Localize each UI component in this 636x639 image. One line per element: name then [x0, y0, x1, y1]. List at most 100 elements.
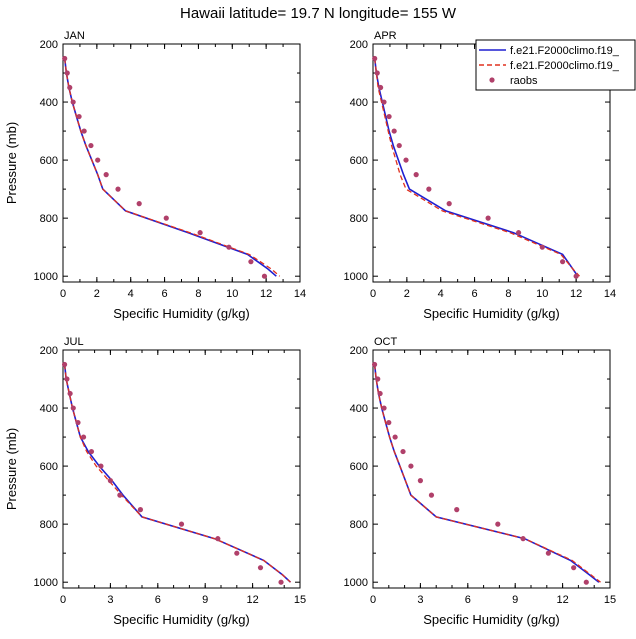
- y-tick-label: 1000: [344, 271, 368, 283]
- legend-label: f.e21.F2000climo.f19_: [510, 45, 620, 57]
- figure-title: Hawaii latitude= 19.7 N longitude= 155 W: [180, 5, 457, 22]
- y-tick-label: 600: [350, 461, 368, 473]
- raob-point: [80, 434, 87, 440]
- plot-frame: [62, 349, 301, 589]
- raob-point: [178, 521, 185, 527]
- legend-label: raobs: [510, 75, 538, 87]
- raob-point: [88, 448, 95, 455]
- raob-point: [61, 361, 68, 368]
- x-tick-label: 3: [107, 594, 113, 606]
- raob-point: [67, 84, 73, 91]
- raob-point: [454, 507, 460, 513]
- raob-point: [163, 215, 169, 221]
- x-tick-label: 14: [294, 288, 306, 300]
- raob-point: [372, 55, 378, 62]
- raob-point: [571, 565, 577, 571]
- model-line-dashed: [373, 364, 601, 583]
- x-tick-label: 0: [370, 288, 376, 300]
- raob-point: [378, 84, 384, 91]
- raob-point: [95, 157, 101, 163]
- y-tick-label: 1000: [34, 271, 58, 283]
- legend-label: f.e21.F2000climo.f19_: [510, 60, 620, 72]
- raob-point: [545, 550, 551, 556]
- panel-label: JAN: [64, 30, 85, 42]
- x-tick-label: 6: [472, 288, 478, 300]
- panel-jan: JAN 0 2 4 6 8 10 12 14 200 400 600 800 1000 Specific H…: [4, 30, 306, 321]
- raob-point: [446, 201, 452, 207]
- raob-point: [137, 507, 144, 513]
- raob-point: [386, 419, 392, 426]
- y-axis-title: Pressure (mb): [4, 122, 19, 204]
- raob-point: [75, 419, 81, 426]
- x-tick-label: 10: [536, 288, 548, 300]
- raob-point: [515, 230, 522, 236]
- raob-point: [428, 492, 435, 498]
- raob-point: [583, 579, 589, 585]
- x-tick-label: 0: [60, 288, 66, 300]
- y-tick-label: 600: [350, 155, 368, 167]
- x-axis-title: Specific Humidity (g/kg): [423, 612, 560, 627]
- x-tick-label: 12: [246, 594, 258, 606]
- raob-point: [386, 113, 392, 120]
- legend-marker-raobs: [489, 77, 495, 83]
- x-tick-label: 8: [195, 288, 201, 300]
- x-axis-title: Specific Humidity (g/kg): [113, 306, 250, 321]
- y-tick-label: 600: [40, 461, 58, 473]
- y-tick-label: 200: [350, 39, 368, 51]
- x-tick-label: 12: [570, 288, 582, 300]
- y-tick-label: 800: [350, 213, 368, 225]
- plot-frame: [372, 349, 611, 589]
- x-tick-label: 6: [465, 594, 471, 606]
- raob-point: [391, 128, 397, 134]
- raob-point: [417, 478, 423, 484]
- x-tick-label: 9: [202, 594, 208, 606]
- raob-point: [257, 565, 264, 571]
- y-tick-label: 200: [350, 345, 368, 357]
- model-line-dashed: [64, 58, 281, 277]
- plot-frame: [62, 43, 301, 283]
- raob-point: [70, 99, 76, 105]
- raob-point: [76, 113, 82, 120]
- x-axis-title: Specific Humidity (g/kg): [113, 612, 250, 627]
- panel-oct: OCT 0 3 6 9 12 15 200 400 600 800 1000 Specific Humi…: [344, 336, 617, 627]
- raob-point: [495, 521, 501, 527]
- model-line-dashed: [374, 58, 580, 277]
- raob-point: [261, 273, 268, 279]
- raob-point: [560, 259, 566, 265]
- panel-label: JUL: [64, 336, 84, 348]
- x-tick-label: 15: [604, 594, 616, 606]
- y-tick-label: 800: [350, 519, 368, 531]
- raob-point: [81, 128, 87, 134]
- x-tick-label: 8: [505, 288, 511, 300]
- x-tick-label: 2: [94, 288, 100, 300]
- y-tick-label: 800: [40, 213, 58, 225]
- x-tick-label: 3: [417, 594, 423, 606]
- raob-point: [70, 405, 76, 411]
- model-line-solid: [63, 58, 277, 277]
- y-tick-label: 200: [40, 39, 58, 51]
- raob-point: [248, 259, 254, 265]
- x-tick-label: 12: [556, 594, 568, 606]
- raob-point: [375, 376, 381, 382]
- legend-box: [475, 39, 636, 91]
- model-line-solid: [373, 58, 579, 277]
- raob-point: [396, 142, 402, 149]
- raob-point: [374, 70, 380, 76]
- raob-point: [408, 463, 414, 469]
- raob-point: [67, 390, 73, 397]
- model-line-solid: [63, 364, 292, 583]
- x-axis-title: Specific Humidity (g/kg): [423, 306, 560, 321]
- y-tick-label: 400: [350, 97, 368, 109]
- y-tick-label: 600: [40, 155, 58, 167]
- x-tick-label: 0: [60, 594, 66, 606]
- x-tick-label: 9: [512, 594, 518, 606]
- y-axis-title: Pressure (mb): [4, 428, 19, 510]
- raob-point: [117, 492, 123, 498]
- x-tick-label: 4: [128, 288, 134, 300]
- raob-point: [371, 361, 378, 368]
- x-tick-label: 6: [162, 288, 168, 300]
- raob-point: [381, 99, 387, 105]
- raob-point: [234, 550, 240, 556]
